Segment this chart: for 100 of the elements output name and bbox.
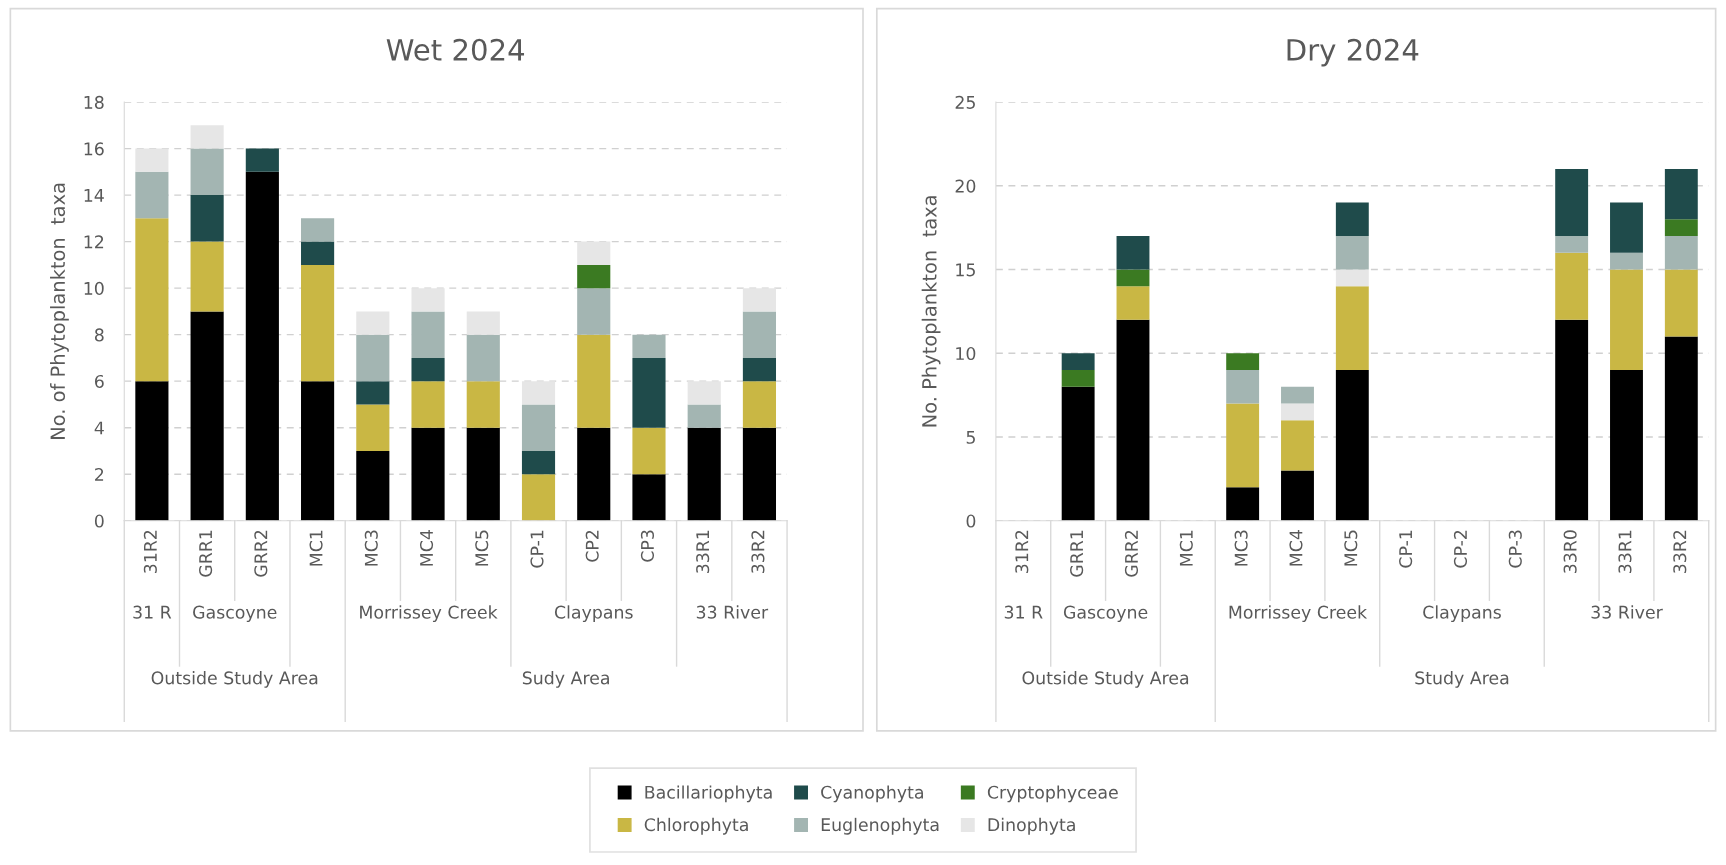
x-tick-label: CP-1: [1399, 530, 1413, 568]
bar: [411, 357, 445, 382]
bar: [411, 381, 445, 428]
bar: [1664, 169, 1698, 220]
bar: [466, 381, 500, 428]
y-tick-label: 12: [84, 235, 104, 249]
bar: [190, 148, 224, 196]
bar: [687, 404, 721, 428]
x-tick-label: GRR1: [199, 530, 213, 577]
text: Gascoyne: [193, 605, 277, 623]
bar: [190, 311, 224, 521]
legend-label: Euglenophyta: [821, 817, 939, 835]
bar: [742, 288, 777, 312]
x-tick-label: MC3: [364, 530, 378, 566]
bar: [245, 171, 279, 521]
bar: [1555, 169, 1589, 237]
bar: [1335, 269, 1369, 287]
x-tick-label: 33R1: [696, 530, 710, 573]
x-tick-label: GRR2: [1124, 530, 1139, 577]
y-tick-label: 10: [84, 281, 104, 295]
bar: [1281, 420, 1314, 471]
bar: [1555, 252, 1589, 320]
legend-label: Bacillariophyta: [645, 785, 772, 803]
y-tick-label: 0: [94, 514, 104, 528]
bar: [1226, 403, 1260, 488]
bar: [301, 241, 335, 265]
bar: [135, 381, 169, 521]
y-tick-label: 10: [956, 346, 976, 361]
text: 33 River: [1591, 605, 1663, 619]
bar: [742, 357, 777, 382]
legend-label: Cyanophyta: [821, 785, 923, 803]
y-tick-label: 6: [94, 374, 104, 389]
bar: [1610, 269, 1643, 371]
bar: [1281, 470, 1314, 521]
bar: [1281, 386, 1314, 404]
bar: [301, 264, 335, 382]
bar: [1061, 386, 1095, 521]
legend-label: Chlorophyta: [644, 817, 748, 835]
bar: [411, 311, 445, 358]
bar: [1610, 252, 1643, 270]
bar: [1555, 319, 1589, 521]
x-tick-label: CP-1: [530, 530, 544, 568]
y-tick-label: 5: [966, 430, 975, 444]
bar: [1116, 236, 1150, 270]
bar: [521, 474, 556, 521]
bar: [466, 334, 500, 382]
bar: [466, 427, 500, 521]
x-tick-label: MC5: [475, 530, 489, 566]
x-tick-label: 33R0: [1563, 530, 1577, 573]
bar: [1226, 353, 1260, 371]
text: 33 River: [696, 605, 769, 619]
bar: [742, 427, 777, 521]
bar: [1281, 403, 1314, 421]
bar: [521, 404, 556, 451]
bar: [1555, 236, 1589, 253]
bar: [1116, 286, 1150, 320]
legend-label: Cryptophyceae: [987, 785, 1118, 803]
bar: [411, 288, 445, 312]
text: 31 R: [1004, 605, 1043, 619]
y-tick-label: 0: [966, 514, 976, 528]
text: Morrissey Creek: [360, 605, 498, 623]
x-tick-label: CP-3: [1508, 530, 1522, 568]
bar: [577, 427, 611, 521]
bar: [632, 474, 666, 521]
text: Study Area: [1415, 671, 1509, 688]
y-tick-label: 2: [95, 467, 104, 481]
bar: [577, 264, 611, 289]
bar: [632, 357, 666, 428]
y-tick-label: 20: [955, 179, 976, 193]
bar: [1664, 219, 1698, 237]
bar: [466, 311, 500, 335]
chart-title: Wet 2024: [386, 38, 525, 61]
chart-title: Dry 2024: [1287, 38, 1419, 67]
legend-label: Dinophyta: [988, 817, 1075, 835]
x-tick-label: 33R2: [1673, 530, 1687, 573]
x-tick-label: MC1: [309, 530, 323, 566]
bar: [1610, 202, 1643, 253]
x-tick-label: MC1: [1179, 530, 1193, 566]
x-tick-label: CP-2: [1453, 530, 1468, 568]
y-axis-title: No. Phytoplankton taxa: [921, 196, 941, 427]
y-tick-label: 16: [84, 142, 104, 156]
bar: [1610, 370, 1643, 521]
y-tick-label: 25: [955, 95, 975, 109]
bar: [742, 381, 777, 428]
bar: [135, 148, 169, 172]
bar: [245, 148, 279, 172]
bar: [1664, 336, 1698, 521]
bar: [356, 450, 390, 521]
text: Outside Study Area: [1022, 671, 1189, 688]
text: Outside Study Area: [151, 671, 318, 688]
y-tick-label: 8: [94, 328, 104, 342]
bar: [356, 311, 390, 335]
x-tick-label: GRR1: [1070, 530, 1084, 577]
bar: [356, 381, 390, 405]
bar: [135, 218, 169, 382]
x-tick-label: 33R1: [1618, 530, 1632, 573]
bar: [687, 381, 721, 405]
y-axis-title: No. of Phytoplankton taxa: [50, 183, 69, 439]
bar: [1116, 269, 1150, 287]
x-tick-label: 33R2: [751, 530, 765, 573]
